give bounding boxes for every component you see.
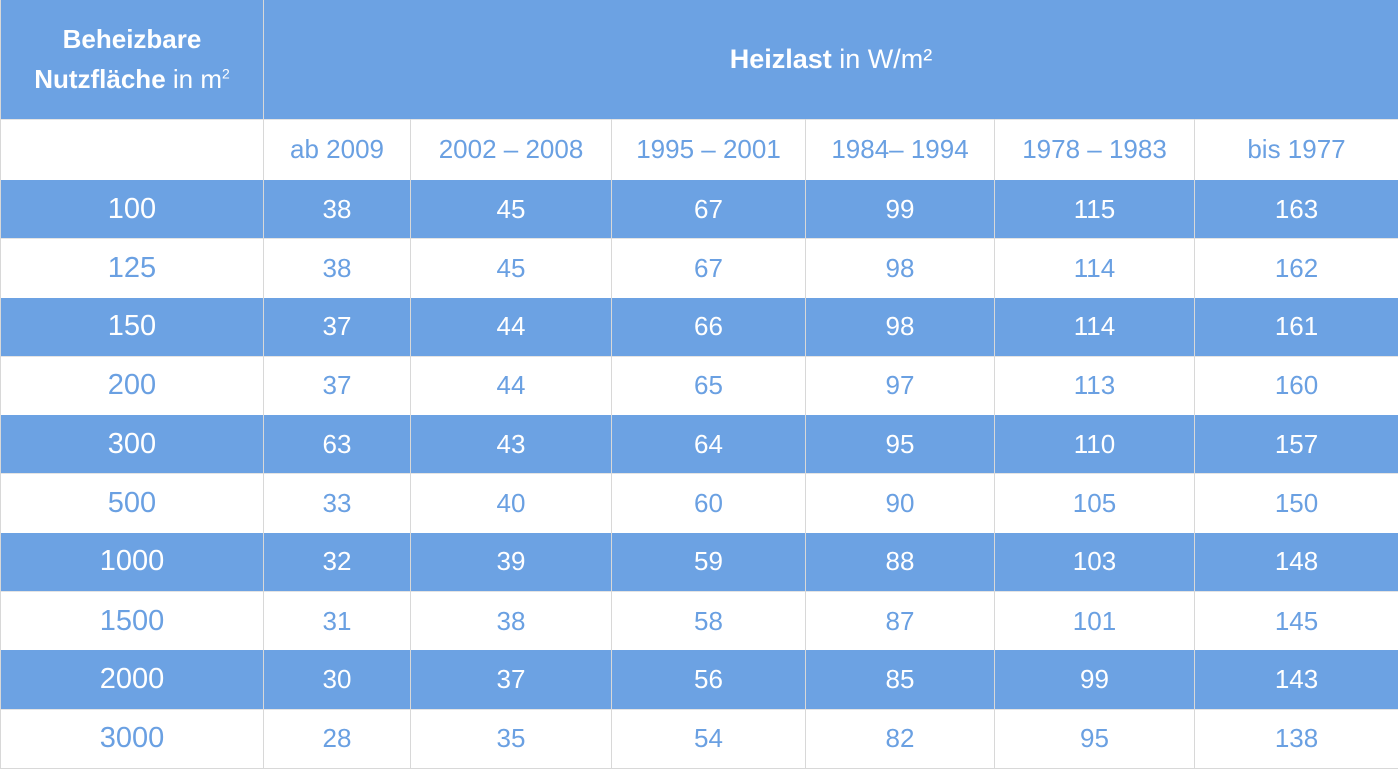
value-cell: 157 bbox=[1193, 415, 1398, 474]
value-cell: 145 bbox=[1193, 591, 1398, 651]
value-cell: 37 bbox=[263, 355, 411, 416]
area-header-label: Nutzfläche bbox=[34, 64, 166, 95]
value-cell: 33 bbox=[263, 473, 411, 533]
value-cell: 114 bbox=[994, 297, 1195, 357]
area-cell: 2000 bbox=[0, 650, 264, 710]
value-cell: 56 bbox=[611, 650, 806, 710]
table-row: 125 38 45 67 98 114 162 bbox=[0, 238, 1398, 298]
value-cell: 54 bbox=[611, 708, 806, 769]
value-cell: 88 bbox=[805, 532, 995, 592]
year-header-cell: 1978 – 1983 bbox=[994, 118, 1195, 180]
area-column-header: Beheizbare Nutzfläche in m2 bbox=[0, 0, 264, 120]
area-header-unit: in m bbox=[165, 64, 222, 95]
value-cell: 44 bbox=[410, 297, 612, 357]
value-cell: 163 bbox=[1193, 179, 1398, 239]
table-row: 1000 32 39 59 88 103 148 bbox=[0, 532, 1398, 592]
value-cell: 99 bbox=[805, 179, 995, 239]
value-cell: 148 bbox=[1193, 532, 1398, 592]
value-cell: 98 bbox=[805, 297, 995, 357]
table-row: 100 38 45 67 99 115 163 bbox=[0, 179, 1398, 239]
year-header-cell: 1984– 1994 bbox=[805, 118, 995, 180]
area-cell: 125 bbox=[0, 238, 264, 298]
table-row: 150 37 44 66 98 114 161 bbox=[0, 297, 1398, 357]
year-header-cell: 2002 – 2008 bbox=[410, 118, 612, 180]
value-cell: 113 bbox=[994, 355, 1195, 416]
year-header-cell: bis 1977 bbox=[1193, 118, 1398, 180]
value-cell: 82 bbox=[805, 708, 995, 769]
area-cell: 100 bbox=[0, 179, 264, 239]
area-cell: 3000 bbox=[0, 708, 264, 769]
value-cell: 95 bbox=[994, 708, 1195, 769]
value-cell: 37 bbox=[410, 650, 612, 710]
value-cell: 39 bbox=[410, 532, 612, 592]
value-cell: 43 bbox=[410, 415, 612, 474]
value-cell: 160 bbox=[1193, 355, 1398, 416]
table-row: 1500 31 38 58 87 101 145 bbox=[0, 591, 1398, 651]
value-cell: 87 bbox=[805, 591, 995, 651]
heating-load-label: Heizlast bbox=[729, 43, 832, 74]
table-row: 2000 30 37 56 85 99 143 bbox=[0, 650, 1398, 710]
value-cell: 85 bbox=[805, 650, 995, 710]
value-cell: 97 bbox=[805, 355, 995, 416]
area-cell: 1000 bbox=[0, 532, 264, 592]
value-cell: 67 bbox=[611, 238, 806, 298]
value-cell: 30 bbox=[263, 650, 411, 710]
value-cell: 161 bbox=[1193, 297, 1398, 357]
value-cell: 67 bbox=[611, 179, 806, 239]
area-cell: 150 bbox=[0, 297, 264, 357]
value-cell: 66 bbox=[611, 297, 806, 357]
value-cell: 44 bbox=[410, 355, 612, 416]
area-header-sup: 2 bbox=[222, 65, 230, 82]
value-cell: 98 bbox=[805, 238, 995, 298]
value-cell: 35 bbox=[410, 708, 612, 769]
value-cell: 103 bbox=[994, 532, 1195, 592]
table-row: 500 33 40 60 90 105 150 bbox=[0, 473, 1398, 533]
year-header-cell: ab 2009 bbox=[263, 118, 411, 180]
value-cell: 60 bbox=[611, 473, 806, 533]
value-cell: 95 bbox=[805, 415, 995, 474]
table-row: 3000 28 35 54 82 95 138 bbox=[0, 708, 1398, 769]
value-cell: 99 bbox=[994, 650, 1195, 710]
value-cell: 28 bbox=[263, 708, 411, 769]
value-cell: 114 bbox=[994, 238, 1195, 298]
header-row: Beheizbare Nutzfläche in m2 Heizlast in … bbox=[0, 0, 1398, 120]
area-cell: 300 bbox=[0, 415, 264, 474]
table-row: 200 37 44 65 97 113 160 bbox=[0, 355, 1398, 416]
value-cell: 37 bbox=[263, 297, 411, 357]
value-cell: 45 bbox=[410, 238, 612, 298]
value-cell: 63 bbox=[263, 415, 411, 474]
value-cell: 31 bbox=[263, 591, 411, 651]
heating-load-header: Heizlast in W/m² bbox=[262, 0, 1398, 120]
year-header-cell: 1995 – 2001 bbox=[611, 118, 806, 180]
value-cell: 162 bbox=[1193, 238, 1398, 298]
value-cell: 110 bbox=[994, 415, 1195, 474]
value-cell: 138 bbox=[1193, 708, 1398, 769]
table-row: 300 63 43 64 95 110 157 bbox=[0, 415, 1398, 474]
value-cell: 45 bbox=[410, 179, 612, 239]
value-cell: 143 bbox=[1193, 650, 1398, 710]
value-cell: 64 bbox=[611, 415, 806, 474]
value-cell: 115 bbox=[994, 179, 1195, 239]
value-cell: 40 bbox=[410, 473, 612, 533]
area-cell: 500 bbox=[0, 473, 264, 533]
value-cell: 105 bbox=[994, 473, 1195, 533]
area-cell: 200 bbox=[0, 355, 264, 416]
area-header-line1: Beheizbare bbox=[62, 24, 202, 55]
value-cell: 65 bbox=[611, 355, 806, 416]
value-cell: 38 bbox=[410, 591, 612, 651]
area-cell: 1500 bbox=[0, 591, 264, 651]
heating-load-unit: in W/m² bbox=[831, 43, 933, 74]
value-cell: 101 bbox=[994, 591, 1195, 651]
value-cell: 32 bbox=[263, 532, 411, 592]
value-cell: 38 bbox=[263, 238, 411, 298]
year-header-row: ab 2009 2002 – 2008 1995 – 2001 1984– 19… bbox=[0, 118, 1398, 180]
value-cell: 38 bbox=[263, 179, 411, 239]
year-header-empty bbox=[0, 118, 264, 180]
value-cell: 150 bbox=[1193, 473, 1398, 533]
value-cell: 58 bbox=[611, 591, 806, 651]
value-cell: 90 bbox=[805, 473, 995, 533]
value-cell: 59 bbox=[611, 532, 806, 592]
